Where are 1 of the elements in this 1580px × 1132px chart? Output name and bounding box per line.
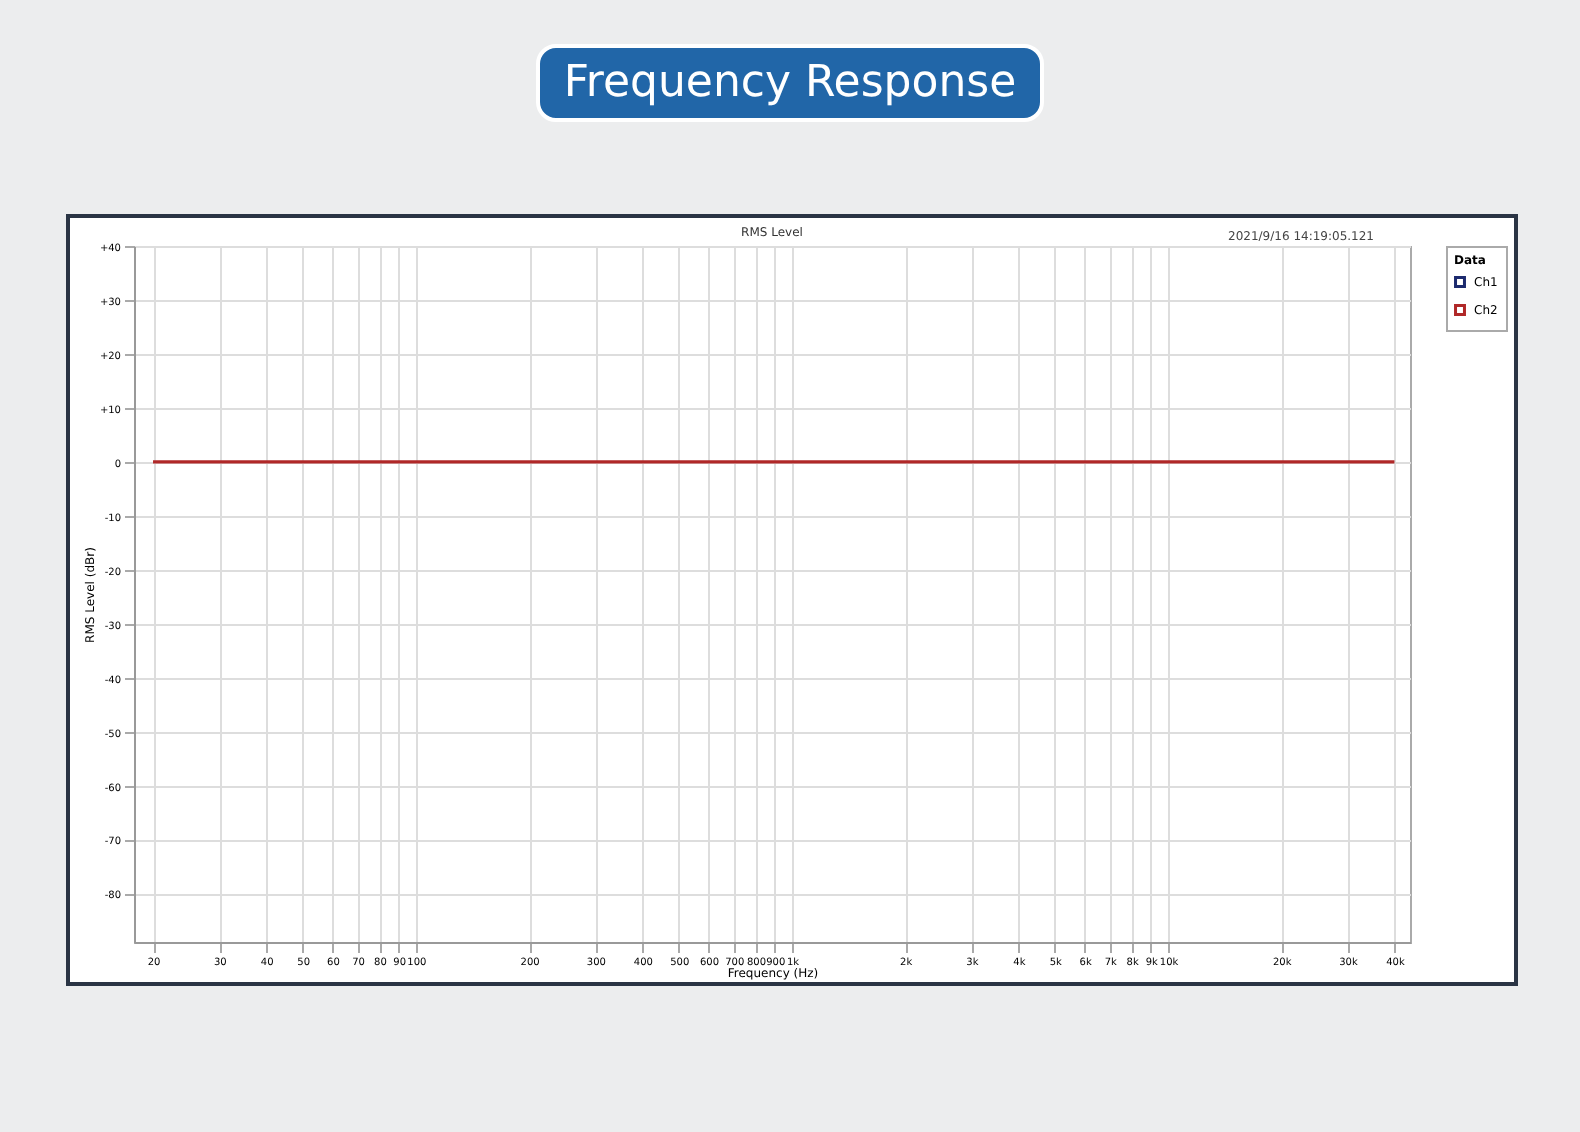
chart-title: Frequency Response xyxy=(535,44,1045,122)
